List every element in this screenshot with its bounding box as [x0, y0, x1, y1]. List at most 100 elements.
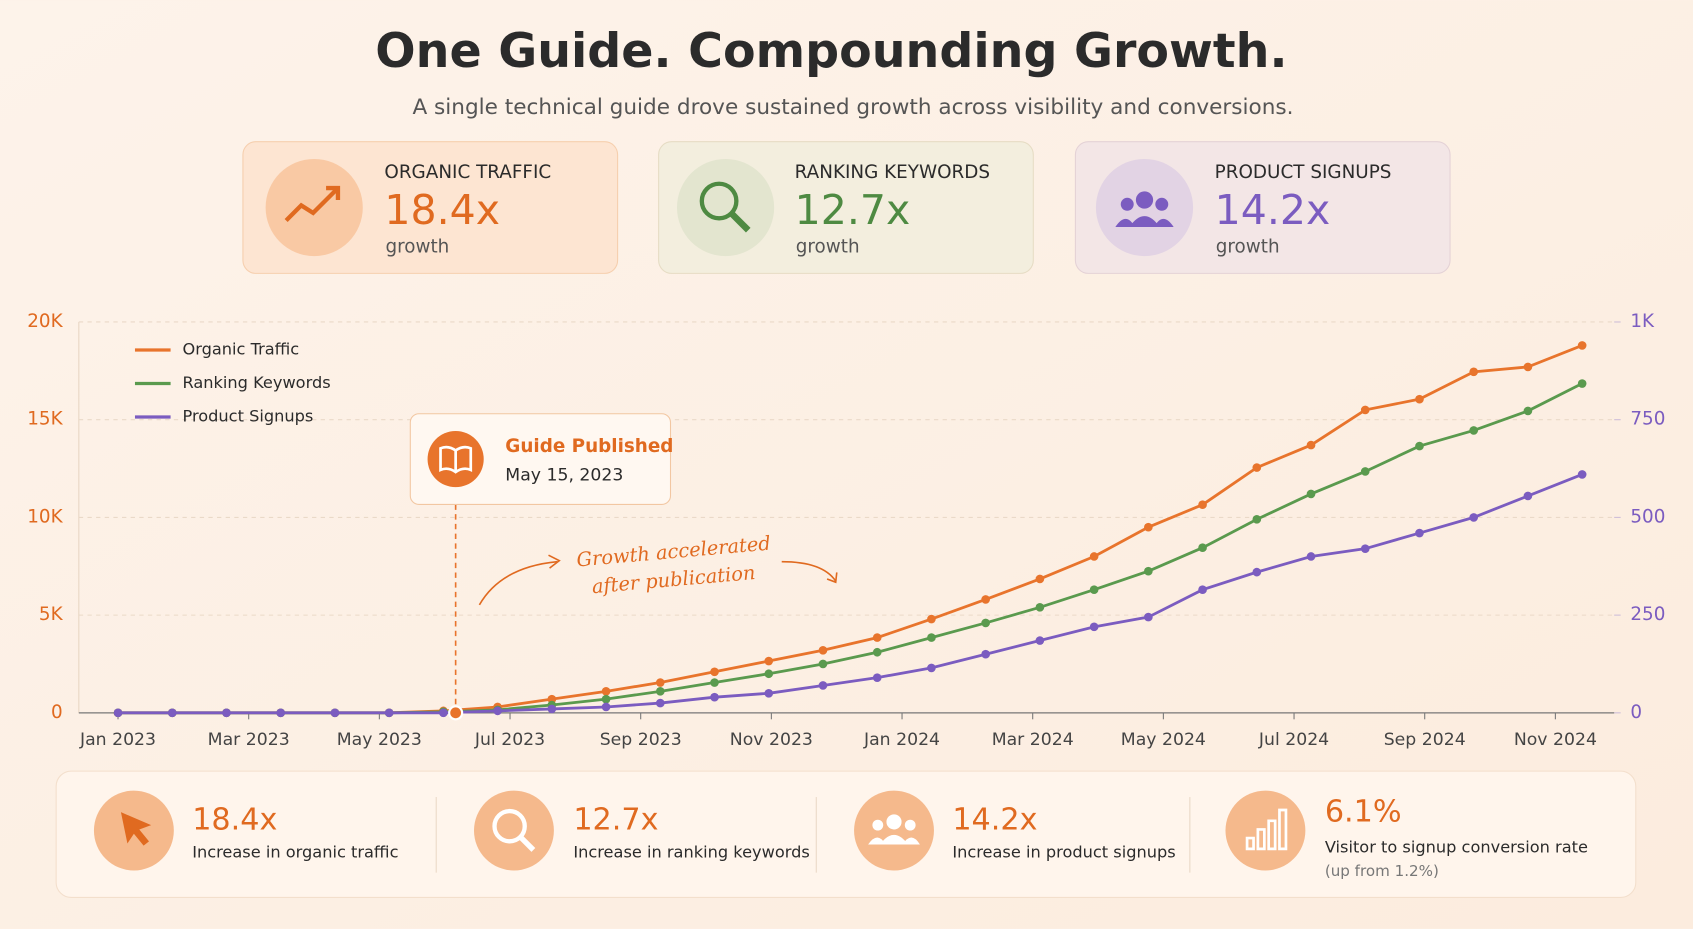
point: [1415, 441, 1424, 451]
point: [547, 704, 557, 714]
stat-icon: [518, 835, 536, 852]
y-tick-label: 0: [51, 702, 63, 723]
stat-note: (up from 1.2%): [1325, 862, 1439, 880]
point: [1523, 406, 1533, 416]
kpi-value: 18.4x: [384, 186, 500, 234]
point: [927, 663, 936, 673]
legend-label: Organic Traffic: [182, 340, 299, 359]
y-tick-label: 20K: [27, 311, 63, 332]
icon: [1135, 191, 1154, 209]
point: [1198, 585, 1207, 595]
point: [764, 669, 774, 679]
y-tick-label: 10K: [27, 506, 63, 527]
legend-label: Product Signups: [182, 406, 313, 425]
icon-bg: [265, 158, 363, 257]
stat-icon: [1245, 808, 1288, 851]
stat-icon: [872, 819, 884, 831]
icon-bg: [676, 158, 775, 257]
point: [818, 659, 828, 669]
point: [601, 687, 611, 696]
arrow: [826, 572, 838, 584]
point: [384, 708, 394, 718]
point: [872, 633, 882, 642]
y2-tick-label: 750: [1630, 409, 1665, 430]
stat-value: 12.7x: [573, 802, 658, 837]
icon: [284, 186, 340, 223]
icon: [699, 181, 739, 221]
point: [1469, 367, 1479, 377]
stat-icon: [868, 834, 920, 845]
icon: [1155, 197, 1169, 211]
point: [1469, 426, 1479, 435]
kpi-unit: growth: [385, 236, 449, 257]
point: [1144, 566, 1153, 576]
point: [1144, 612, 1153, 622]
stat-icon: [120, 812, 152, 846]
annotation-icon: [439, 445, 473, 474]
point: [710, 678, 719, 687]
y2-tick-label: 1K: [1630, 311, 1655, 332]
icon: [1120, 197, 1134, 211]
y-tick-label: 5K: [39, 604, 64, 625]
stat-icon-bg: [473, 790, 554, 871]
point: [601, 694, 611, 704]
legend-label: Ranking Keywords: [182, 373, 330, 392]
point: [981, 649, 990, 659]
point: [1089, 622, 1099, 632]
x-tick-label: May 2023: [337, 730, 422, 750]
point: [1252, 567, 1262, 577]
point: [1089, 585, 1099, 595]
stat-value: 6.1%: [1325, 795, 1402, 830]
x-tick-label: Jul 2023: [474, 730, 545, 750]
kpi-label: PRODUCT SIGNUPS: [1215, 162, 1392, 183]
stat-value: 18.4x: [192, 802, 277, 837]
point: [1577, 470, 1587, 479]
stat-label: Increase in product signups: [952, 843, 1175, 862]
point: [710, 667, 719, 677]
stat-label: Increase in ranking keywords: [573, 843, 810, 862]
point: [1523, 491, 1533, 501]
point: [1360, 467, 1370, 476]
point: [764, 656, 774, 666]
kpi-unit: growth: [796, 236, 860, 257]
annotation-box: [409, 413, 672, 505]
kpi-card: PRODUCT SIGNUPS 14.2x growth: [1074, 141, 1451, 274]
point: [330, 708, 340, 718]
point: [1360, 544, 1370, 553]
x-tick-label: Jan 2023: [79, 730, 156, 750]
point: [1252, 515, 1262, 524]
point: [1306, 489, 1316, 499]
kpi-card: ORGANIC TRAFFIC 18.4x growth: [242, 141, 619, 274]
stat-label: Visitor to signup conversion rate: [1325, 837, 1588, 856]
point: [1144, 522, 1153, 532]
stat-icon: [492, 808, 527, 844]
x-tick-label: May 2024: [1121, 730, 1206, 750]
stat-label: Increase in organic traffic: [192, 843, 398, 862]
point: [1306, 552, 1316, 561]
point: [927, 614, 936, 624]
x-tick-label: Nov 2023: [730, 730, 813, 750]
x-tick-label: Nov 2024: [1514, 730, 1597, 750]
point: [764, 688, 774, 698]
point: [1523, 362, 1533, 372]
stat-icon: [886, 814, 902, 830]
stat-icon-bg: [854, 790, 934, 871]
kpi-unit: growth: [1216, 236, 1280, 257]
y-tick-label: 15K: [27, 409, 63, 430]
stat-value: 14.2x: [952, 802, 1037, 837]
kpi-label: ORGANIC TRAFFIC: [384, 162, 551, 183]
stat-icon: [904, 819, 916, 831]
y2-tick-label: 250: [1630, 604, 1665, 625]
kpi-label: RANKING KEYWORDS: [795, 162, 990, 183]
point: [276, 708, 286, 718]
x-tick-label: Sep 2023: [600, 730, 682, 750]
kpi-value: 14.2x: [1215, 186, 1331, 234]
point: [1198, 500, 1207, 510]
arrow: [781, 560, 837, 582]
point: [655, 698, 665, 708]
point: [1415, 528, 1424, 538]
point: [493, 706, 502, 716]
x-tick-label: Mar 2023: [208, 730, 290, 750]
point: [167, 708, 177, 718]
